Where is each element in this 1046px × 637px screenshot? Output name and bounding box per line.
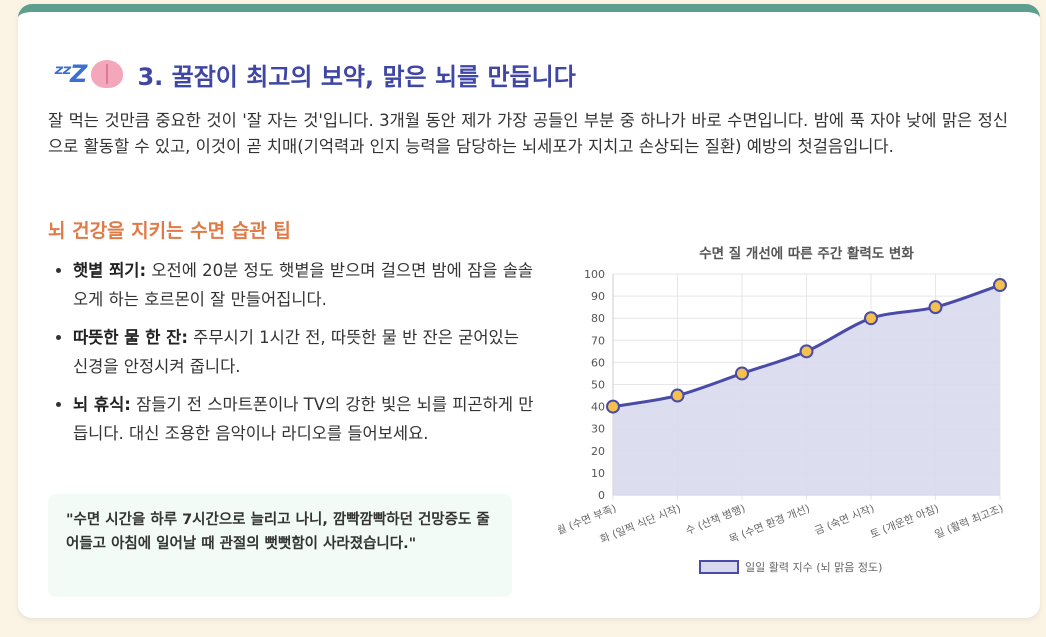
tips-heading: 뇌 건강을 지키는 수면 습관 팁 [48,220,291,242]
y-tick-label: 90 [591,290,605,303]
tip-label: 따뜻한 물 한 잔: [73,328,188,347]
tips-list: 햇볕 쬐기: 오전에 20분 정도 햇볕을 받으며 걸으면 밤에 잠을 솔솔 오… [48,256,537,457]
y-tick-label: 50 [591,379,605,392]
tip-text: 오전에 20분 정도 햇볕을 받으며 걸으면 밤에 잠을 솔솔 오게 하는 호르… [73,261,534,309]
tip-item: 뇌 휴식: 잠들기 전 스마트폰이나 TV의 강한 빛은 뇌를 피곤하게 만듭니… [73,390,537,448]
data-point [864,311,878,326]
legend-label: 일일 활력 지수 (뇌 맑음 정도) [745,560,882,574]
intro-paragraph: 잘 먹는 것만큼 중요한 것이 '잘 자는 것'입니다. 3개월 동안 제가 가… [48,111,1008,156]
chart-title: 수면 질 개선에 따른 주간 활력도 변화 [699,245,914,262]
legend-swatch [699,560,739,574]
y-tick-label: 100 [584,268,605,281]
brain-icon [91,60,124,88]
x-tick-label: 토 (개운한 아침) [869,503,941,541]
y-tick-label: 80 [591,312,605,325]
x-tick-label: 일 (활력 최고조) [933,502,1005,541]
section-title: 3. 꿀잠이 최고의 보약, 맑은 뇌를 만듭니다 [137,62,576,91]
tip-item: 햇볕 쬐기: 오전에 20분 정도 햇볕을 받으며 걸으면 밤에 잠을 솔솔 오… [73,256,537,314]
y-tick-label: 10 [591,467,605,480]
data-point [799,344,814,359]
vitality-line-chart: 수면 질 개선에 따른 주간 활력도 변화 0 10 20 30 40 50 60 70 80 90… [558,245,1007,574]
y-tick-label: 70 [591,334,605,347]
x-tick-label: 금 (숙면 시작) [813,503,876,538]
series-area [613,285,1000,495]
tip-label: 햇볕 쬐기: [73,261,147,280]
content-card: ᶻᶻZ 3. 꿀잠이 최고의 보약, 맑은 뇌를 만듭니다 잘 먹는 것만큼 중… [18,4,1040,618]
tip-text: 잠들기 전 스마트폰이나 TV의 강한 빛은 뇌를 피곤하게 만듭니다. 대신 … [73,395,534,443]
tip-item: 따뜻한 물 한 잔: 주무시기 1시간 전, 따뜻한 물 반 잔은 굳어있는 신… [73,323,537,381]
data-point [928,300,943,315]
y-tick-label: 40 [591,401,605,414]
y-tick-label: 20 [591,445,605,458]
y-tick-label: 30 [591,423,605,436]
tip-label: 뇌 휴식: [73,395,131,414]
data-point [735,366,749,381]
y-tick-label: 60 [591,356,605,369]
zzz-icon: ᶻᶻZ [54,60,87,88]
data-point [606,399,620,414]
data-point [993,278,1007,293]
tip-text: 주무시기 1시간 전, 따뜻한 물 반 잔은 굳어있는 신경을 안정시켜 줍니다… [73,328,519,376]
section-heading: ᶻᶻZ 3. 꿀잠이 최고의 보약, 맑은 뇌를 만듭니다 [54,54,576,94]
y-tick-label: 0 [598,489,605,502]
data-point [670,388,685,403]
testimonial-quote: "수면 시간을 하루 7시간으로 늘리고 나니, 깜빡깜빡하던 건망증도 줄어들… [48,494,512,597]
